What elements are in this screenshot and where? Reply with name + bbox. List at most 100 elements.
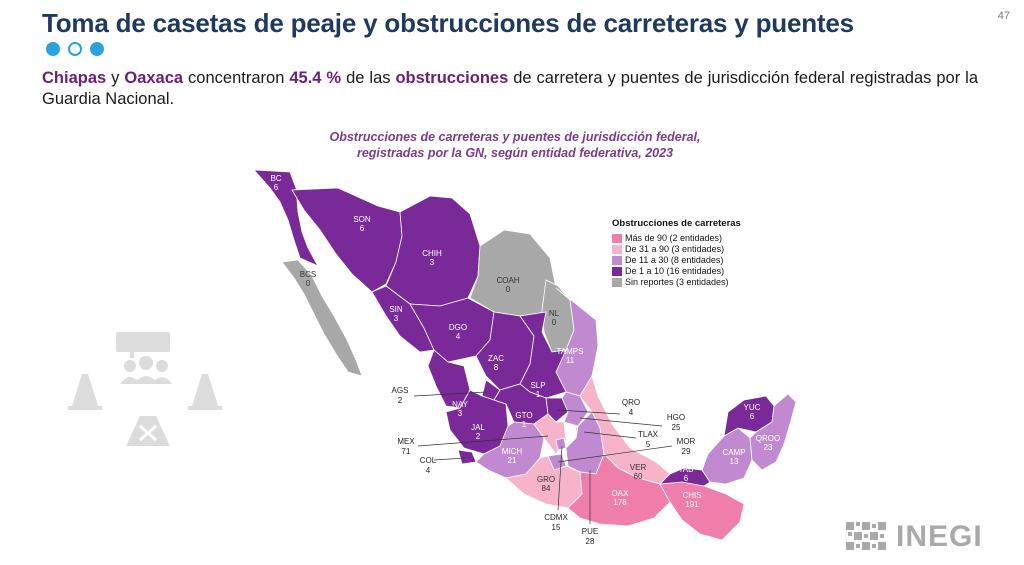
label-code-gro: GRO [537, 475, 555, 484]
legend-swatch [612, 267, 622, 276]
callout-value-hgo: 25 [672, 423, 681, 432]
legend-label: Sin reportes (3 entidades) [625, 277, 729, 287]
callout-code-mor: MOR [677, 437, 696, 446]
label-value-sin: 3 [394, 314, 399, 323]
legend-item: Sin reportes (3 entidades) [612, 277, 741, 288]
map-legend: Obstrucciones de carreteras Más de 90 (2… [612, 218, 741, 288]
lead-highlight-obstructions: obstrucciones [395, 69, 509, 87]
label-value-coah: 0 [506, 285, 511, 294]
lead-text: y [106, 69, 125, 87]
label-value-jal: 2 [476, 432, 481, 441]
label-value-slp: 1 [536, 390, 541, 399]
callout-labels: AGS 2 QRO 4 HGO 25 TLAX 5 MOR 29 MEX 71 … [392, 386, 696, 546]
label-value-oax: 178 [613, 498, 627, 507]
label-code-tamps: TAMPS [557, 347, 584, 356]
lead-highlight-percent: 45.4 % [289, 69, 342, 87]
callout-code-hgo: HGO [667, 413, 685, 422]
label-value-son: 6 [360, 224, 365, 233]
legend-label: De 1 a 10 (16 entidades) [625, 266, 725, 276]
progress-dots [46, 42, 104, 56]
state-gro [505, 455, 583, 509]
lead-highlight-chiapas: Chiapas [42, 69, 107, 87]
leader-cdmx [557, 445, 563, 511]
label-value-dgo: 4 [456, 332, 461, 341]
inegi-logo-mark-icon [846, 522, 886, 550]
callout-value-cdmx: 15 [552, 523, 561, 532]
label-value-bc: 6 [274, 183, 279, 192]
legend-item: De 31 a 90 (3 entidades) [612, 244, 741, 255]
state-oax [567, 453, 671, 527]
label-code-slp: SLP [530, 381, 545, 390]
leader-mex [417, 435, 549, 447]
callout-leaders [413, 391, 673, 524]
state-son [291, 187, 403, 293]
leader-hgo [579, 417, 663, 427]
state-mich [475, 421, 545, 479]
inegi-logo: INEGI [846, 520, 983, 554]
label-code-oax: OAX [612, 489, 630, 498]
inegi-logo-text: INEGI [896, 520, 983, 553]
callout-code-tlax: TLAX [638, 430, 659, 439]
callout-value-mor: 29 [682, 447, 691, 456]
callout-code-cdmx: CDMX [544, 513, 568, 522]
road-blocked-icon [126, 416, 170, 446]
presentation-board-icon [116, 332, 170, 352]
map-title: Obstrucciones de carreteras y puentes de… [290, 129, 740, 161]
map-title-line-1: Obstrucciones de carreteras y puentes de… [329, 130, 701, 144]
page-number: 47 [997, 10, 1010, 22]
label-code-mich: MICH [502, 447, 523, 456]
page-title: Toma de casetas de peaje y obstrucciones… [42, 8, 854, 38]
state-qro [545, 397, 569, 423]
lead-paragraph: Chiapas y Oaxaca concentraron 45.4 % de … [42, 68, 978, 110]
legend-item: Más de 90 (2 entidades) [612, 233, 741, 244]
decorative-illustration [68, 332, 222, 446]
dot-filled-icon [90, 42, 104, 56]
lead-text: de carretera y puentes de jurisdicción f… [42, 69, 979, 108]
label-value-camp: 13 [730, 457, 739, 466]
people-group-icon [120, 356, 172, 384]
callout-code-col: COL [420, 456, 437, 465]
state-labels: BC 6 SON 6 CHIH 3 BCS 0 COAH 0 NL 0 SIN … [270, 174, 780, 509]
label-code-qroo: QROO [756, 434, 780, 443]
label-code-yuc: YUC [744, 403, 761, 412]
label-value-ver: 60 [634, 472, 643, 481]
legend-swatch [612, 234, 622, 243]
legend-swatch [612, 278, 622, 287]
callout-value-tlax: 5 [646, 440, 651, 449]
label-code-ver: VER [630, 463, 647, 472]
legend-swatch [612, 245, 622, 254]
lead-text: concentraron [183, 69, 290, 87]
lead-text: de las [341, 69, 396, 87]
callout-value-col: 4 [426, 466, 431, 475]
leader-qro [557, 409, 621, 415]
legend-item: De 11 a 30 (8 entidades) [612, 255, 741, 266]
state-chis [659, 481, 745, 541]
label-code-bc: BC [270, 174, 281, 183]
legend-swatch [612, 256, 622, 265]
callout-code-qro: QRO [622, 398, 640, 407]
label-code-zac: ZAC [488, 354, 504, 363]
callout-value-ags: 2 [398, 396, 403, 405]
legend-title: Obstrucciones de carreteras [612, 218, 741, 229]
callout-code-ags: AGS [392, 386, 409, 395]
label-value-bcs: 0 [306, 279, 311, 288]
state-col [457, 449, 477, 465]
label-code-chis: CHIS [682, 491, 701, 500]
state-qroo [749, 393, 797, 471]
label-value-chis: 191 [685, 500, 699, 509]
label-value-qroo: 23 [764, 443, 773, 452]
callout-code-pue: PUE [582, 527, 598, 536]
blocked-x-icon [139, 424, 157, 442]
label-code-son: SON [353, 215, 371, 224]
label-code-coah: COAH [496, 276, 519, 285]
callout-value-pue: 28 [586, 537, 595, 546]
label-value-gro: 84 [542, 484, 551, 493]
label-code-nl: NL [549, 309, 560, 318]
leader-mor [557, 445, 673, 463]
label-value-chih: 3 [430, 258, 435, 267]
leader-col [433, 457, 467, 461]
label-value-yuc: 6 [750, 412, 755, 421]
label-value-nl: 0 [552, 318, 557, 327]
state-hgo [561, 391, 589, 427]
label-value-nay: 3 [458, 409, 463, 418]
